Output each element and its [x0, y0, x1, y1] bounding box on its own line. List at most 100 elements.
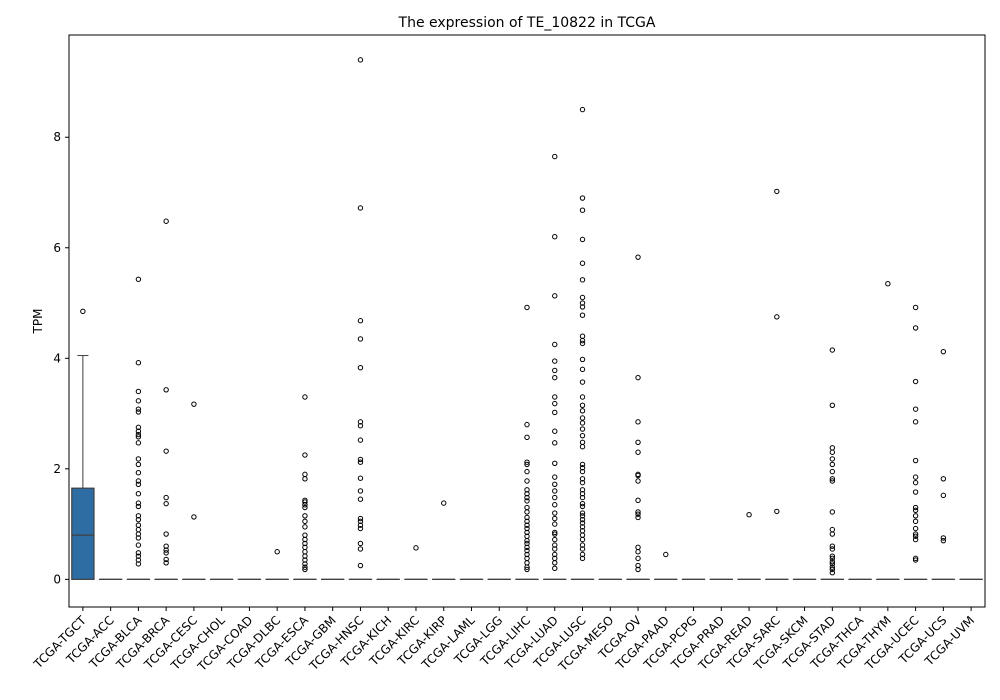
box-group — [348, 57, 373, 580]
outlier-point — [635, 497, 641, 504]
outlier-point — [357, 364, 364, 371]
outlier-point — [524, 547, 530, 554]
outlier-point — [357, 540, 364, 547]
outlier-point — [912, 504, 919, 511]
outlier-point — [635, 566, 641, 573]
outlier-point — [163, 556, 169, 563]
box-group — [570, 106, 595, 580]
outlier-point — [135, 516, 142, 523]
outlier-point — [635, 478, 641, 484]
outlier-point — [524, 434, 530, 441]
outlier-point — [135, 409, 142, 415]
outlier-point — [135, 470, 142, 476]
outlier-point — [579, 503, 586, 510]
y-axis: 0 2 4 6 8 — [53, 130, 69, 586]
outlier-point — [135, 434, 142, 440]
outlier-point — [135, 431, 142, 438]
outlier-point — [552, 474, 558, 480]
outlier-point — [552, 394, 558, 400]
outlier-point — [80, 308, 86, 315]
outlier-point — [135, 561, 142, 567]
outlier-point — [829, 555, 836, 562]
outlier-point — [579, 277, 586, 283]
outlier-point — [357, 423, 364, 429]
outlier-point — [135, 553, 142, 559]
chart-title: The expression of TE_10822 in TCGA — [398, 15, 656, 31]
outlier-point — [413, 545, 419, 551]
outlier-point — [135, 550, 142, 556]
outlier-point — [135, 478, 142, 484]
y-tick-label: 6 — [53, 241, 61, 255]
outlier-point — [135, 388, 142, 395]
outlier-point — [579, 555, 586, 562]
outlier-point — [635, 514, 641, 521]
outlier-point — [829, 531, 836, 537]
outlier-point — [302, 452, 308, 458]
outlier-point — [135, 542, 142, 548]
outlier-point — [524, 564, 530, 570]
outlier-point — [579, 420, 586, 426]
outlier-point — [829, 476, 836, 482]
outlier-point — [579, 513, 586, 519]
outlier-point — [579, 356, 586, 363]
outlier-point — [163, 550, 169, 556]
outlier-point — [163, 218, 169, 224]
outlier-point — [552, 515, 558, 522]
outlier-point — [163, 543, 169, 549]
outlier-point — [912, 525, 919, 532]
box-group — [154, 218, 178, 580]
outlier-point — [552, 551, 558, 558]
outlier-point — [163, 500, 169, 507]
outlier-point — [524, 304, 530, 311]
outlier-point — [524, 487, 530, 493]
outlier-point — [135, 491, 142, 497]
outlier-point — [579, 432, 586, 439]
outlier-point — [746, 512, 752, 518]
outlier-point — [163, 494, 169, 501]
y-tick-label: 0 — [53, 572, 61, 586]
outlier-point — [302, 557, 308, 563]
outlier-point — [552, 536, 558, 543]
outlier-point — [302, 536, 308, 543]
outlier-point — [829, 509, 836, 515]
outlier-point — [635, 562, 641, 569]
outlier-point — [302, 524, 308, 530]
outlier-point — [635, 509, 641, 515]
outlier-point — [135, 440, 142, 446]
outlier-point — [302, 471, 308, 478]
outlier-point — [912, 533, 919, 539]
y-axis-label: TPM — [31, 309, 45, 335]
box-group — [293, 394, 317, 580]
box-group — [515, 304, 539, 580]
outlier-point — [302, 540, 308, 547]
outlier-point — [579, 294, 586, 301]
outlier-point — [579, 402, 586, 408]
outlier-point — [552, 546, 558, 552]
outlier-point — [912, 419, 919, 425]
outlier-point — [163, 547, 169, 553]
plot-frame — [68, 34, 986, 608]
outlier-point — [524, 498, 530, 504]
outlier-point — [357, 419, 364, 425]
outlier-point — [135, 557, 142, 563]
outlier-point — [829, 402, 836, 408]
outlier-point — [829, 570, 836, 576]
outlier-point — [357, 459, 364, 465]
outlier-point — [912, 406, 919, 412]
outlier-point — [135, 503, 142, 510]
outlier-point — [940, 535, 947, 541]
outlier-point — [302, 566, 308, 573]
outlier-point — [524, 522, 530, 528]
outlier-point — [163, 448, 169, 454]
outlier-point — [357, 496, 364, 502]
outlier-point — [940, 492, 947, 499]
outlier-point — [191, 401, 197, 407]
outlier-point — [829, 553, 836, 559]
outlier-point — [579, 337, 586, 344]
outlier-point — [524, 560, 530, 566]
outlier-point — [912, 474, 919, 480]
box-group — [543, 153, 567, 580]
outlier-point — [441, 500, 447, 506]
outlier-point — [579, 465, 586, 471]
box-group — [737, 512, 761, 580]
